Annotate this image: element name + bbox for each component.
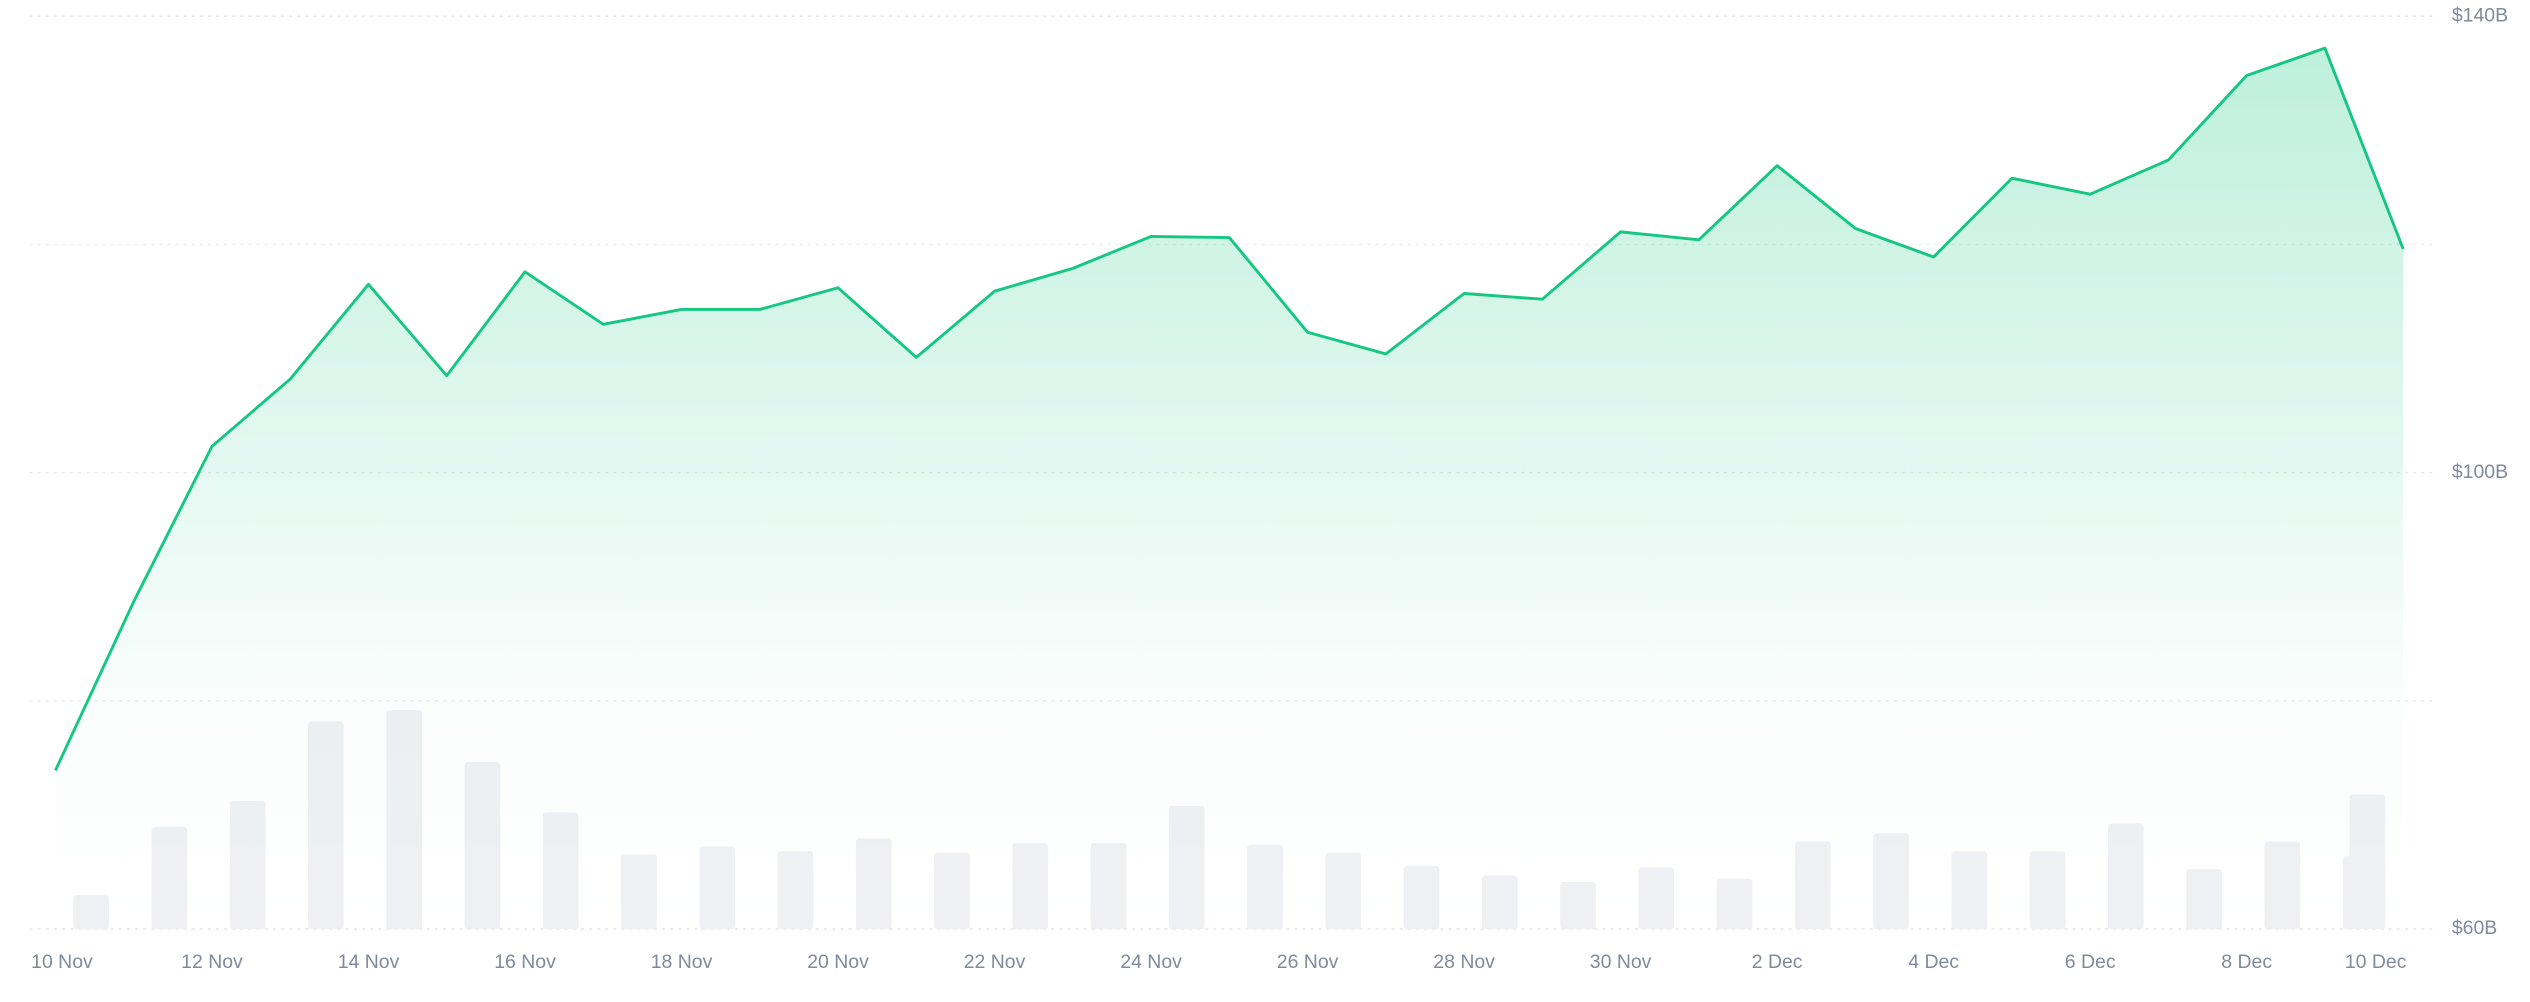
x-tick-label: 28 Nov	[1433, 951, 1495, 973]
y-tick-label: $60B	[2452, 917, 2497, 939]
x-tick-label: 12 Nov	[181, 951, 243, 973]
price-line	[54, 46, 2405, 772]
x-tick-label: 20 Nov	[807, 951, 869, 973]
x-tick-label: 14 Nov	[338, 951, 400, 973]
x-tick-label: 8 Dec	[2221, 951, 2272, 973]
x-tick-label: 6 Dec	[2065, 951, 2116, 973]
area-fill	[55, 48, 2404, 930]
x-tick-label: 10 Nov	[31, 951, 93, 973]
y-tick-label: $140B	[2452, 4, 2508, 26]
x-tick-label: 24 Nov	[1120, 951, 1182, 973]
x-tick-label: 16 Nov	[494, 951, 556, 973]
x-tick-label: 4 Dec	[1908, 951, 1959, 973]
x-tick-label: 26 Nov	[1277, 951, 1339, 973]
x-tick-label: 10 Dec	[2345, 951, 2407, 973]
x-tick-label: 18 Nov	[651, 951, 713, 973]
y-tick-label: $100B	[2452, 461, 2508, 483]
x-tick-label: 22 Nov	[964, 951, 1026, 973]
x-tick-label: 30 Nov	[1590, 951, 1652, 973]
x-tick-label: 2 Dec	[1752, 951, 1803, 973]
